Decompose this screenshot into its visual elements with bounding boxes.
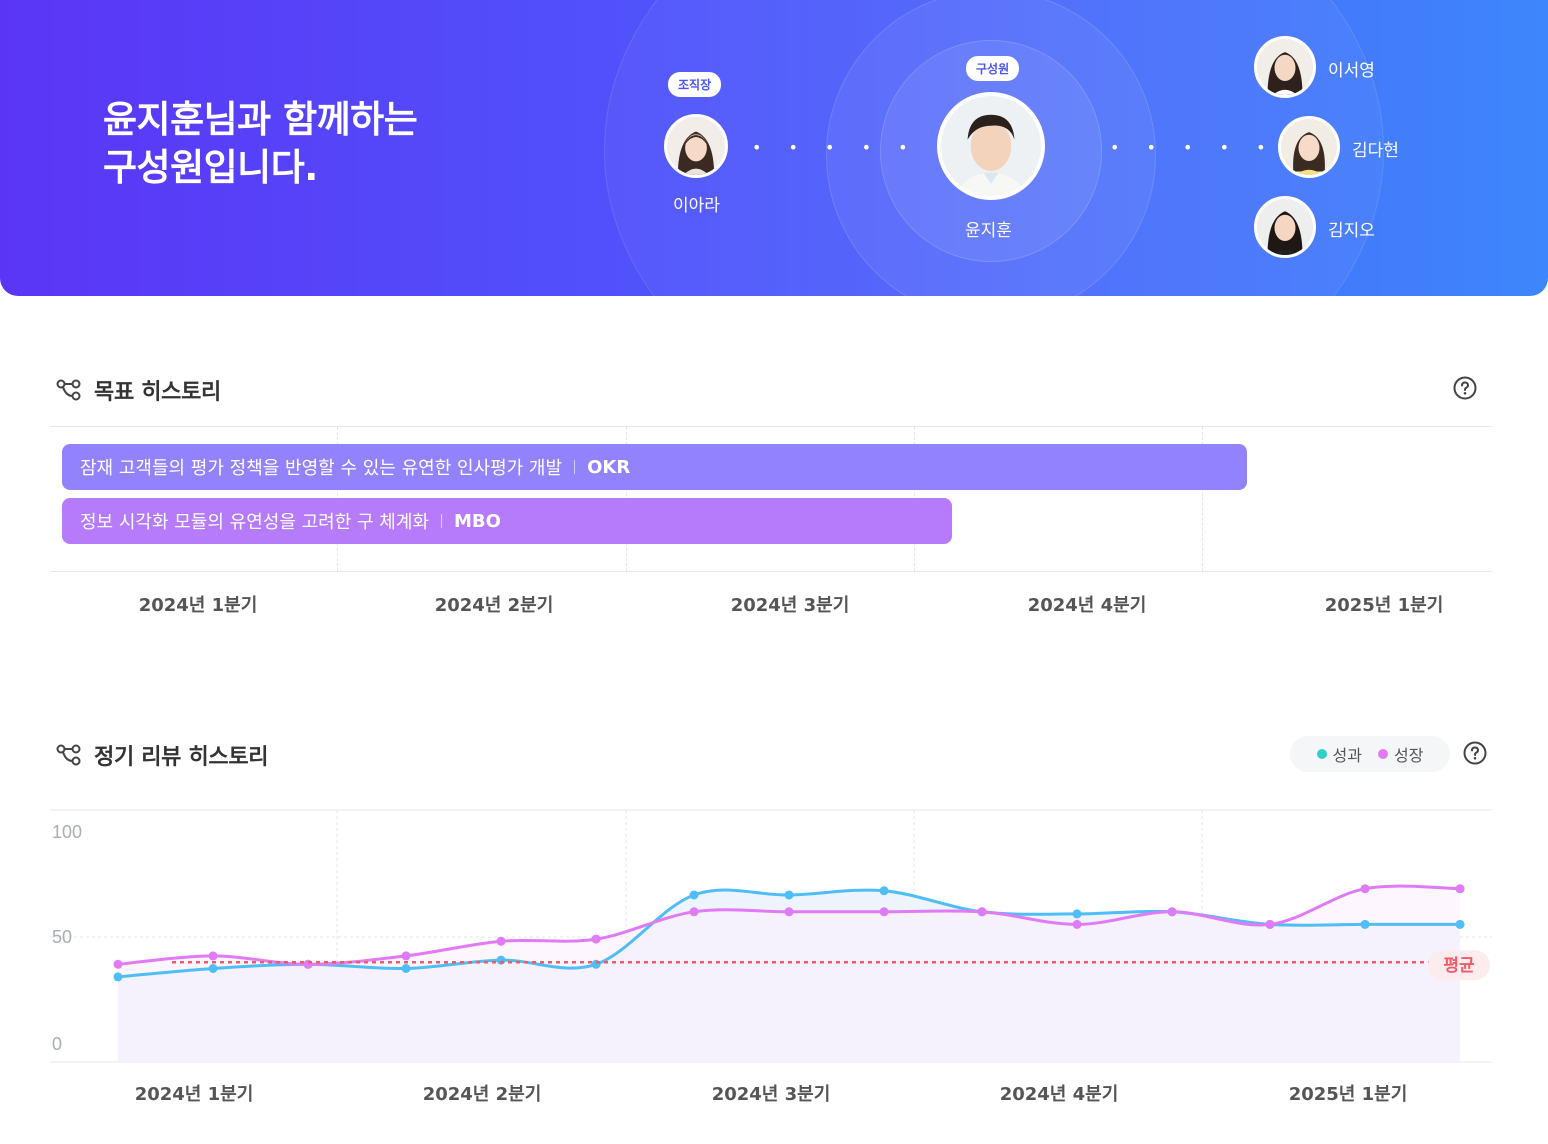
leader-avatar[interactable] <box>664 114 728 178</box>
member-name-3: 김지오 <box>1328 221 1375 241</box>
goal-bar-label: 잠재 고객들의 평가 정책을 반영할 수 있는 유연한 인사평가 개발 <box>80 458 563 479</box>
series-point-1 <box>1455 919 1465 929</box>
flow-icon <box>56 744 81 766</box>
goal-history-title: 목표 히스토리 <box>94 380 221 405</box>
x-tick-label: 2024년 2분기 <box>423 1084 542 1105</box>
goal-quarter-label: 2024년 4분기 <box>1027 595 1147 616</box>
series-point-2 <box>1072 919 1082 929</box>
series-point-1 <box>1072 909 1082 919</box>
goal-bar-1[interactable]: 잠재 고객들의 평가 정책을 반영할 수 있는 유연한 인사평가 개발 OKR <box>62 444 1247 490</box>
series-point-1 <box>1360 919 1370 929</box>
goal-bar-divider <box>574 460 576 474</box>
leader-badge: 조직장 <box>668 72 722 97</box>
flow-icon <box>56 379 81 401</box>
hero-title-line2: 구성원입니다. <box>103 146 318 189</box>
series-point-1 <box>113 972 123 982</box>
series-point-2 <box>113 959 123 969</box>
member-avatar-1[interactable] <box>1254 36 1316 98</box>
series-point-1 <box>208 964 218 973</box>
person-avatar-icon <box>1257 199 1313 255</box>
person-avatar-icon <box>1257 39 1313 95</box>
hero-title: 윤지훈님과 함께하는 구성원입니다. <box>103 96 418 192</box>
review-line-chart: 0 50 100 평균 2024년 1분기 2024년 2분기 2024년 3분기 2024년… <box>50 809 1492 1105</box>
series-point-2 <box>879 907 889 917</box>
x-tick-label: 2024년 3분기 <box>712 1084 831 1105</box>
series-point-2 <box>1265 919 1275 929</box>
goal-quarter-label: 2025년 1분기 <box>1324 595 1444 616</box>
average-label: 평균 <box>1443 956 1475 976</box>
y-tick-label: 100 <box>52 822 82 842</box>
x-tick-label: 2025년 1분기 <box>1289 1084 1408 1105</box>
series-point-1 <box>689 890 699 900</box>
series-area-2 <box>118 886 1461 1062</box>
series-point-2 <box>1360 884 1370 894</box>
org-hero-banner: 윤지훈님과 함께하는 구성원입니다. 조직장 이아라 • • • • • • •… <box>0 0 1548 296</box>
connector-dots-left: • • • • • • • <box>752 138 992 157</box>
series-point-2 <box>689 907 699 917</box>
x-tick-label: 2024년 4분기 <box>1000 1084 1119 1105</box>
y-tick-label: 0 <box>52 1034 62 1054</box>
leader-name: 이아라 <box>673 196 720 216</box>
goal-bar-label: 정보 시각화 모듈의 유연성을 고려한 구 체계화 <box>80 512 429 533</box>
member-avatar-2[interactable] <box>1278 116 1340 178</box>
review-history-title: 정기 리뷰 히스토리 <box>94 745 269 770</box>
legend-item-performance[interactable]: 성과 <box>1316 742 1362 766</box>
legend-label: 성과 <box>1332 746 1362 765</box>
review-history-header: 정기 리뷰 히스토리 <box>56 739 269 771</box>
help-icon[interactable] <box>1453 376 1477 400</box>
help-icon[interactable] <box>1463 741 1487 765</box>
center-name: 윤지훈 <box>965 221 1012 241</box>
person-avatar-icon <box>667 117 725 175</box>
member-name-2: 김다현 <box>1352 141 1399 161</box>
goal-quarter-label: 2024년 2분기 <box>434 595 554 616</box>
series-point-2 <box>1455 884 1465 894</box>
goal-quarter-label: 2024년 1분기 <box>138 595 258 616</box>
series-point-2 <box>591 934 601 944</box>
x-tick-label: 2024년 1분기 <box>135 1084 254 1105</box>
goal-bar-type: OKR <box>587 456 631 478</box>
series-point-1 <box>784 890 794 900</box>
legend-dot <box>1316 749 1327 759</box>
member-avatar-3[interactable] <box>1254 196 1316 258</box>
goal-bar-type: MBO <box>453 510 501 532</box>
series-point-2 <box>208 951 218 961</box>
center-badge: 구성원 <box>966 56 1020 81</box>
hero-title-line1: 윤지훈님과 함께하는 <box>103 98 418 141</box>
series-point-2 <box>1167 907 1177 917</box>
series-point-2 <box>977 907 987 917</box>
chart-legend: 성과 성장 <box>1290 736 1450 772</box>
series-point-1 <box>879 886 889 896</box>
series-point-2 <box>496 936 506 946</box>
goal-quarter-label: 2024년 3분기 <box>730 595 850 616</box>
y-tick-label: 50 <box>52 927 72 947</box>
person-avatar-icon <box>1281 119 1337 175</box>
goal-bar-2[interactable]: 정보 시각화 모듈의 유연성을 고려한 구 체계화 MBO <box>62 498 952 544</box>
series-point-2 <box>784 907 794 917</box>
goal-history-header: 목표 히스토리 <box>56 374 221 406</box>
series-point-2 <box>401 951 411 961</box>
series-point-1 <box>401 964 411 973</box>
average-label-bg <box>1428 950 1490 981</box>
legend-dot <box>1378 749 1388 759</box>
member-name-1: 이서영 <box>1328 61 1375 81</box>
grid-line <box>1202 427 1203 571</box>
legend-item-growth[interactable]: 성장 <box>1378 742 1423 766</box>
center-avatar[interactable] <box>937 92 1045 200</box>
legend-label: 성장 <box>1394 746 1424 765</box>
goal-bar-divider <box>440 514 442 528</box>
person-avatar-icon <box>941 96 1041 196</box>
